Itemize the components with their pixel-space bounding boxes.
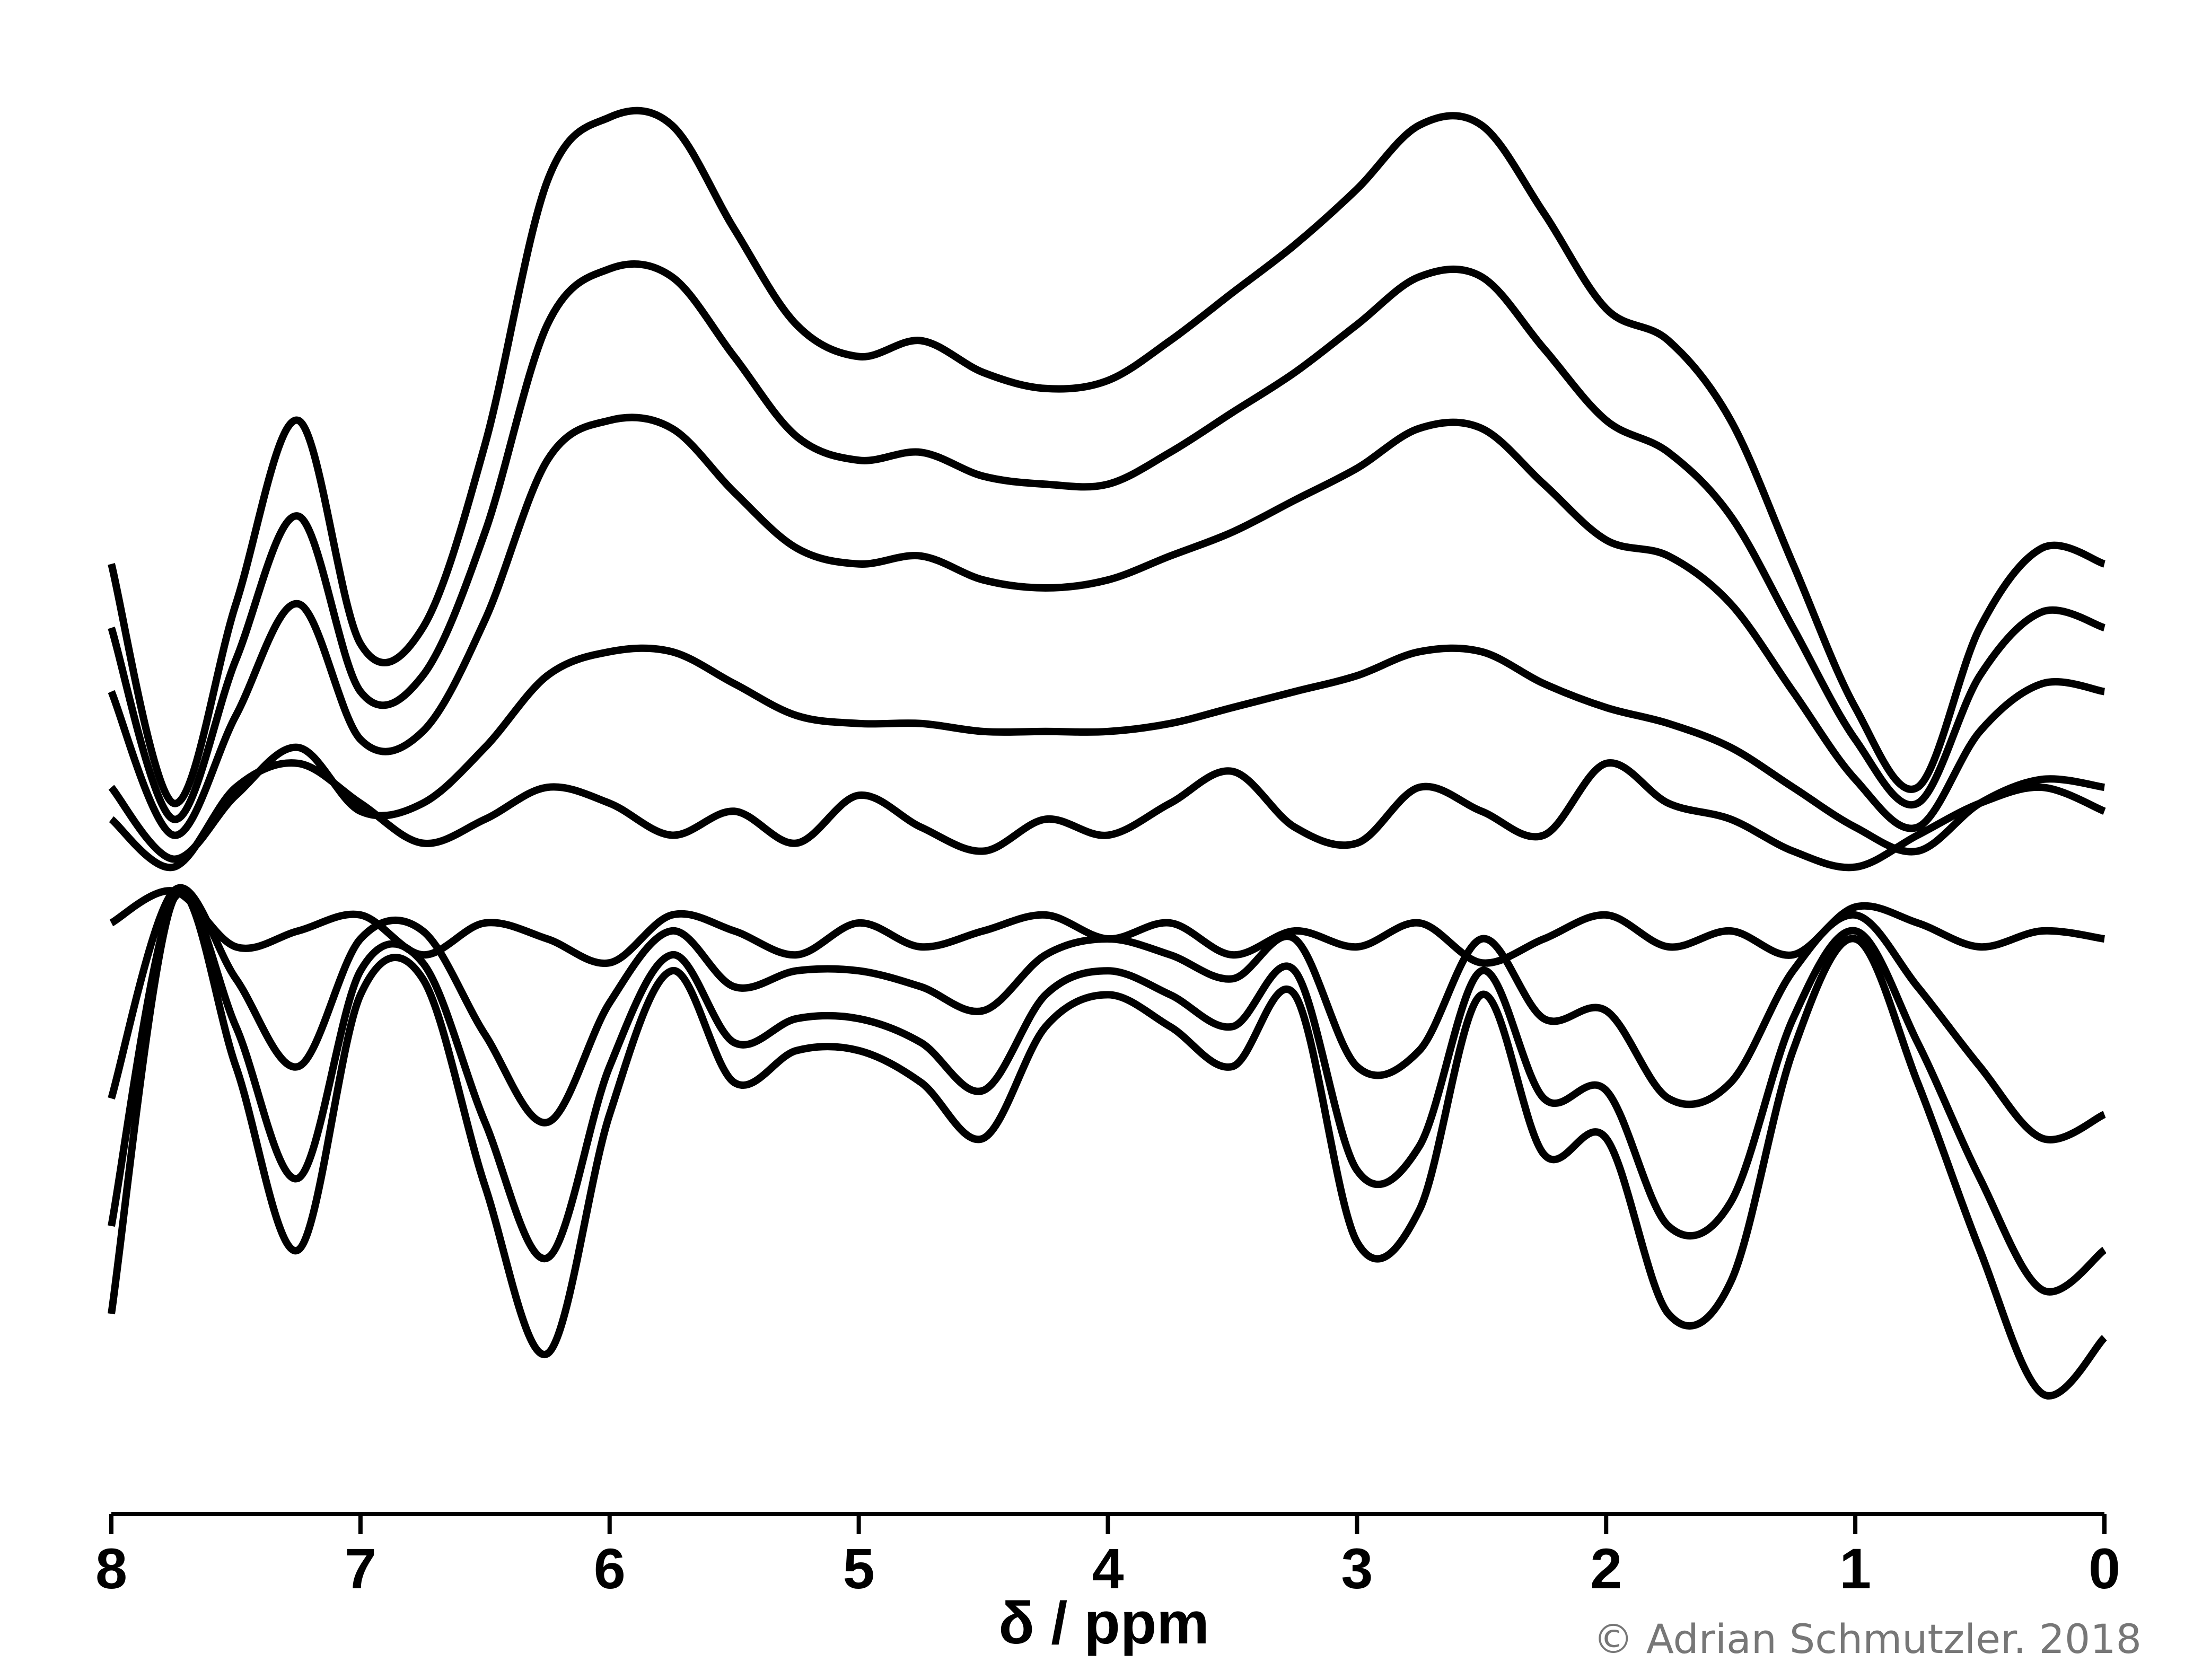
x-tick-label: 4 [1092, 1536, 1124, 1600]
x-tick-label: 1 [1839, 1536, 1871, 1600]
spectrum-line [108, 884, 2107, 1144]
x-tick-label: 7 [345, 1536, 376, 1600]
x-tick-label: 3 [1341, 1536, 1373, 1600]
spectrum-line [108, 107, 2106, 807]
x-tick-label: 6 [594, 1536, 626, 1600]
spectrum-line [108, 644, 2105, 863]
spectrum-line [108, 260, 2106, 823]
spectrum-line [108, 414, 2105, 839]
x-tick-label: 2 [1590, 1536, 1622, 1600]
credit: © Adrian Schmutzler. 2018 [1593, 1615, 2142, 1663]
spectrum-line [108, 888, 2108, 1400]
x-tick-label: 0 [2089, 1536, 2120, 1600]
x-tick-label: 8 [95, 1536, 127, 1600]
x-tick-label: 5 [843, 1536, 875, 1600]
x-axis-label: δ / ppm [998, 1590, 1209, 1656]
spectrum-line [108, 889, 2107, 1296]
spectrum-line [109, 759, 2106, 872]
